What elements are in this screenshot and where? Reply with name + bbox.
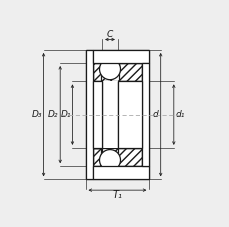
Polygon shape bbox=[93, 63, 102, 81]
Text: d: d bbox=[152, 110, 158, 119]
Bar bbox=[93, 63, 142, 81]
Bar bbox=[117, 81, 142, 148]
Bar bbox=[93, 166, 149, 179]
Text: r: r bbox=[94, 49, 98, 58]
Circle shape bbox=[99, 150, 120, 170]
Bar bbox=[93, 81, 102, 148]
Bar bbox=[117, 81, 142, 148]
Text: D₃: D₃ bbox=[32, 110, 42, 119]
Bar bbox=[93, 148, 142, 166]
Polygon shape bbox=[117, 148, 142, 166]
Bar bbox=[85, 50, 93, 179]
Text: d₁: d₁ bbox=[174, 110, 184, 119]
Polygon shape bbox=[93, 148, 102, 166]
Text: r: r bbox=[135, 87, 138, 96]
Polygon shape bbox=[117, 63, 142, 81]
Text: C: C bbox=[106, 30, 113, 39]
Bar bbox=[93, 81, 142, 148]
Bar bbox=[93, 50, 149, 63]
Bar bbox=[142, 63, 149, 166]
Bar bbox=[85, 50, 93, 179]
Bar bbox=[93, 166, 149, 179]
Bar bbox=[93, 50, 149, 63]
Text: T₁: T₁ bbox=[112, 190, 122, 200]
Bar bbox=[93, 81, 102, 148]
Text: D₂: D₂ bbox=[47, 110, 58, 119]
Text: D₁: D₁ bbox=[61, 110, 71, 119]
Bar bbox=[142, 63, 149, 166]
Circle shape bbox=[99, 59, 120, 80]
